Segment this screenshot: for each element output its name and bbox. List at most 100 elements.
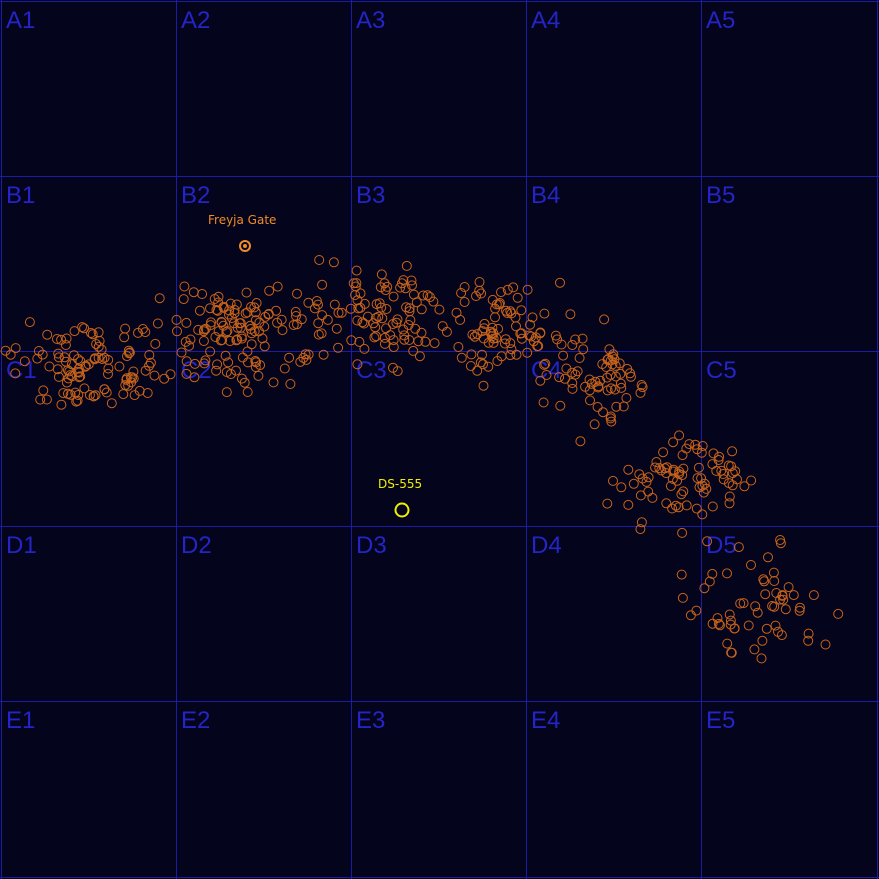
star-system-marker[interactable] <box>466 349 477 360</box>
star-system-marker[interactable] <box>453 342 464 352</box>
star-system-marker[interactable] <box>724 491 735 502</box>
star-system-marker[interactable] <box>726 461 737 472</box>
star-system-marker[interactable] <box>259 341 270 352</box>
star-system-marker[interactable] <box>127 372 138 383</box>
star-system-marker[interactable] <box>699 583 710 594</box>
star-system-marker[interactable] <box>605 411 616 422</box>
star-system-marker[interactable] <box>456 352 467 363</box>
star-system-marker[interactable] <box>724 498 735 509</box>
star-system-marker[interactable] <box>770 620 781 631</box>
star-system-marker[interactable] <box>749 644 760 655</box>
star-system-marker[interactable] <box>606 383 617 394</box>
star-system-marker[interactable] <box>231 365 241 376</box>
star-system-marker[interactable] <box>522 284 533 295</box>
star-system-marker[interactable] <box>506 344 517 355</box>
star-system-marker[interactable] <box>693 462 704 473</box>
star-system-marker[interactable] <box>694 482 705 493</box>
star-system-marker[interactable] <box>228 318 239 329</box>
star-system-marker[interactable] <box>609 384 620 395</box>
star-system-marker[interactable] <box>223 357 234 368</box>
star-system-marker[interactable] <box>245 320 256 331</box>
star-system-marker[interactable] <box>106 398 117 409</box>
star-system-marker[interactable] <box>329 299 340 310</box>
star-system-marker[interactable] <box>231 335 242 346</box>
star-system-marker[interactable] <box>215 335 226 346</box>
star-system-marker[interactable] <box>53 348 64 359</box>
star-system-marker[interactable] <box>250 362 261 372</box>
star-system-marker[interactable] <box>369 332 380 343</box>
star-system-marker[interactable] <box>758 574 769 585</box>
star-system-marker[interactable] <box>257 333 268 344</box>
star-system-marker[interactable] <box>516 305 527 316</box>
star-system-marker[interactable] <box>677 592 688 603</box>
star-system-marker[interactable] <box>670 500 681 511</box>
star-system-marker[interactable] <box>413 336 424 347</box>
star-system-marker[interactable] <box>355 288 366 299</box>
star-system-marker[interactable] <box>90 390 101 401</box>
star-system-marker[interactable] <box>89 354 100 365</box>
star-system-marker[interactable] <box>704 576 715 587</box>
star-system-marker[interactable] <box>385 330 396 341</box>
star-system-marker[interactable] <box>570 334 581 345</box>
star-system-marker[interactable] <box>172 326 182 337</box>
star-system-marker[interactable] <box>660 463 670 474</box>
star-system-marker[interactable] <box>313 318 324 329</box>
star-system-marker[interactable] <box>362 311 373 322</box>
star-system-marker[interactable] <box>373 311 384 322</box>
star-system-marker[interactable] <box>260 311 271 322</box>
star-system-marker[interactable] <box>526 331 537 342</box>
star-system-marker[interactable] <box>788 590 799 601</box>
star-system-marker[interactable] <box>483 361 494 372</box>
star-system-marker[interactable] <box>707 618 718 629</box>
star-system-marker[interactable] <box>713 618 724 629</box>
star-system-marker[interactable] <box>314 255 325 265</box>
star-system-marker[interactable] <box>124 348 135 359</box>
star-system-marker[interactable] <box>408 289 419 300</box>
star-system-marker[interactable] <box>56 399 67 410</box>
star-system-marker[interactable] <box>508 282 519 293</box>
star-system-marker[interactable] <box>607 359 618 370</box>
star-system-marker[interactable] <box>672 475 683 486</box>
star-system-marker[interactable] <box>99 384 110 395</box>
star-system-marker[interactable] <box>154 293 165 304</box>
star-system-marker[interactable] <box>69 350 79 361</box>
star-system-marker[interactable] <box>584 374 595 385</box>
star-system-marker[interactable] <box>194 305 205 316</box>
star-system-marker[interactable] <box>142 388 153 398</box>
star-system-marker[interactable] <box>428 296 439 307</box>
star-system-marker[interactable] <box>472 365 483 376</box>
star-system-marker[interactable] <box>558 350 569 361</box>
star-system-marker[interactable] <box>739 481 750 492</box>
star-system-marker[interactable] <box>221 387 232 398</box>
star-system-marker[interactable] <box>404 306 415 317</box>
star-system-marker[interactable] <box>691 503 702 514</box>
star-system-marker[interactable] <box>354 336 365 347</box>
star-system-marker[interactable] <box>724 609 735 620</box>
star-system-marker[interactable] <box>589 419 600 430</box>
star-system-marker[interactable] <box>124 347 135 358</box>
star-system-marker[interactable] <box>505 306 516 317</box>
star-system-marker[interactable] <box>677 527 688 538</box>
star-system-marker[interactable] <box>406 275 417 286</box>
star-system-marker[interactable] <box>592 402 603 412</box>
star-system-marker[interactable] <box>641 476 652 487</box>
star-system-marker[interactable] <box>403 320 414 330</box>
star-system-marker[interactable] <box>277 325 288 336</box>
star-system-marker[interactable] <box>77 322 88 333</box>
star-system-marker[interactable] <box>264 285 275 296</box>
star-system-marker[interactable] <box>635 387 646 398</box>
star-system-marker[interactable] <box>678 463 689 474</box>
star-system-marker[interactable] <box>179 281 190 292</box>
star-system-marker[interactable] <box>727 446 738 457</box>
star-system-marker[interactable] <box>250 307 261 318</box>
star-system-marker[interactable] <box>674 430 685 441</box>
star-system-marker[interactable] <box>24 317 35 328</box>
star-system-marker[interactable] <box>212 305 223 316</box>
star-system-marker[interactable] <box>708 448 719 459</box>
star-system-marker[interactable] <box>658 447 669 458</box>
star-system-marker[interactable] <box>584 385 595 396</box>
star-system-marker[interactable] <box>352 359 363 370</box>
star-system-marker[interactable] <box>101 387 112 398</box>
star-system-marker[interactable] <box>465 361 476 371</box>
star-system-marker[interactable] <box>746 475 757 486</box>
